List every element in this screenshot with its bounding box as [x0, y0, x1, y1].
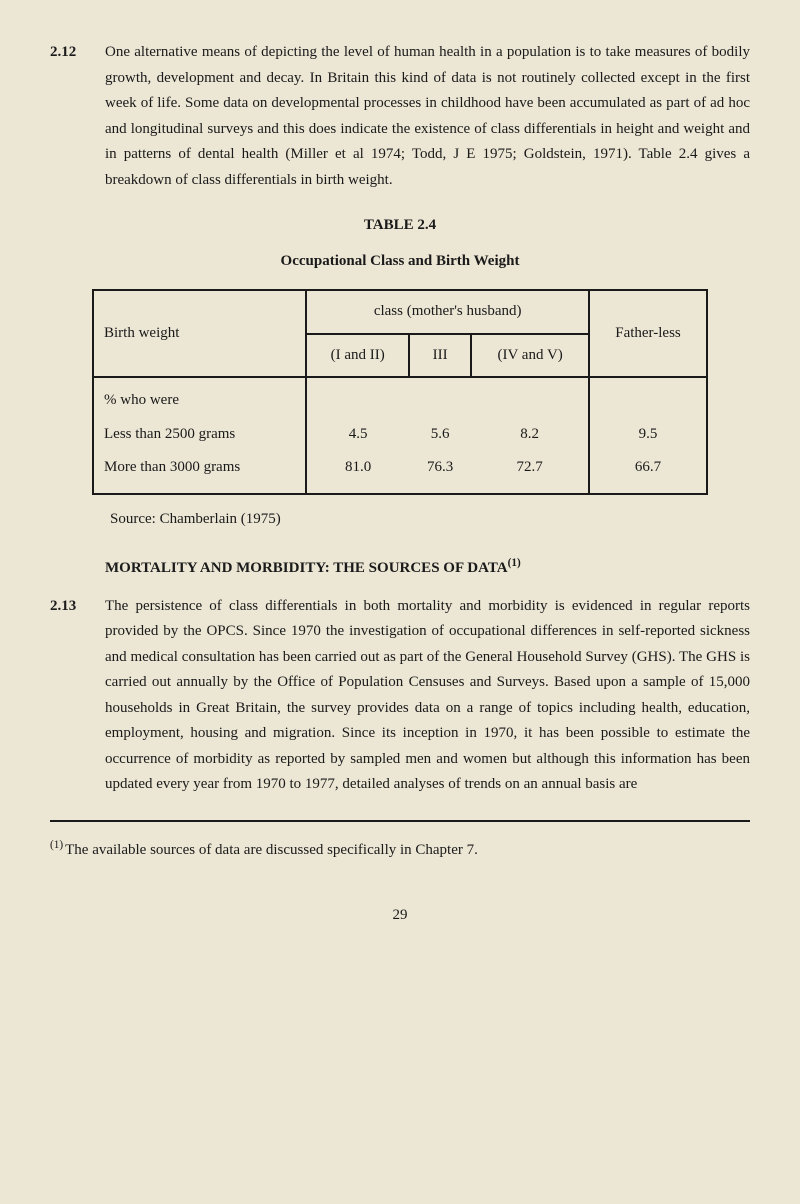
col-sub-a: (I and II): [306, 334, 409, 378]
col-sub-c: (IV and V): [471, 334, 589, 378]
subheading-text: MORTALITY AND MORBIDITY: THE SOURCES OF …: [105, 560, 508, 576]
col-header-birth-weight: Birth weight: [93, 290, 306, 377]
cell: 5.6: [409, 418, 471, 452]
table-subcaption: Occupational Class and Birth Weight: [50, 249, 750, 275]
table-caption: TABLE 2.4: [50, 213, 750, 239]
footnote: (1)The available sources of data are dis…: [50, 836, 750, 864]
table-row: % who were: [93, 377, 707, 418]
table-row: More than 3000 grams 81.0 76.3 72.7 66.7: [93, 451, 707, 494]
cell-label: % who were: [93, 377, 306, 418]
cell: [306, 377, 409, 418]
cell: 4.5: [306, 418, 409, 452]
cell: 66.7: [589, 451, 707, 494]
cell: 81.0: [306, 451, 409, 494]
section-2-12: 2.12 One alternative means of depicting …: [50, 40, 750, 193]
cell-label: Less than 2500 grams: [93, 418, 306, 452]
footnote-marker: (1): [50, 839, 63, 851]
table-row: Less than 2500 grams 4.5 5.6 8.2 9.5: [93, 418, 707, 452]
footnote-rule: [50, 820, 750, 822]
cell: 76.3: [409, 451, 471, 494]
page-number: 29: [50, 903, 750, 929]
cell: [471, 377, 589, 418]
data-table: Birth weight class (mother's husband) Fa…: [92, 289, 708, 495]
col-header-fatherless: Father-less: [589, 290, 707, 377]
section-body: The persistence of class differentials i…: [105, 594, 750, 798]
subheading: MORTALITY AND MORBIDITY: THE SOURCES OF …: [105, 554, 750, 582]
cell: 9.5: [589, 418, 707, 452]
table-header-row: Birth weight class (mother's husband) Fa…: [93, 290, 707, 334]
col-sub-b: III: [409, 334, 471, 378]
cell: 72.7: [471, 451, 589, 494]
subheading-sup: (1): [508, 557, 521, 569]
col-header-class: class (mother's husband): [306, 290, 589, 334]
section-2-13: 2.13 The persistence of class differenti…: [50, 594, 750, 798]
section-number: 2.12: [50, 40, 105, 193]
cell: 8.2: [471, 418, 589, 452]
cell: [589, 377, 707, 418]
section-number: 2.13: [50, 594, 105, 798]
table-source: Source: Chamberlain (1975): [110, 507, 750, 533]
cell: [409, 377, 471, 418]
footnote-text: The available sources of data are discus…: [65, 842, 478, 858]
cell-label: More than 3000 grams: [93, 451, 306, 494]
section-body: One alternative means of depicting the l…: [105, 40, 750, 193]
